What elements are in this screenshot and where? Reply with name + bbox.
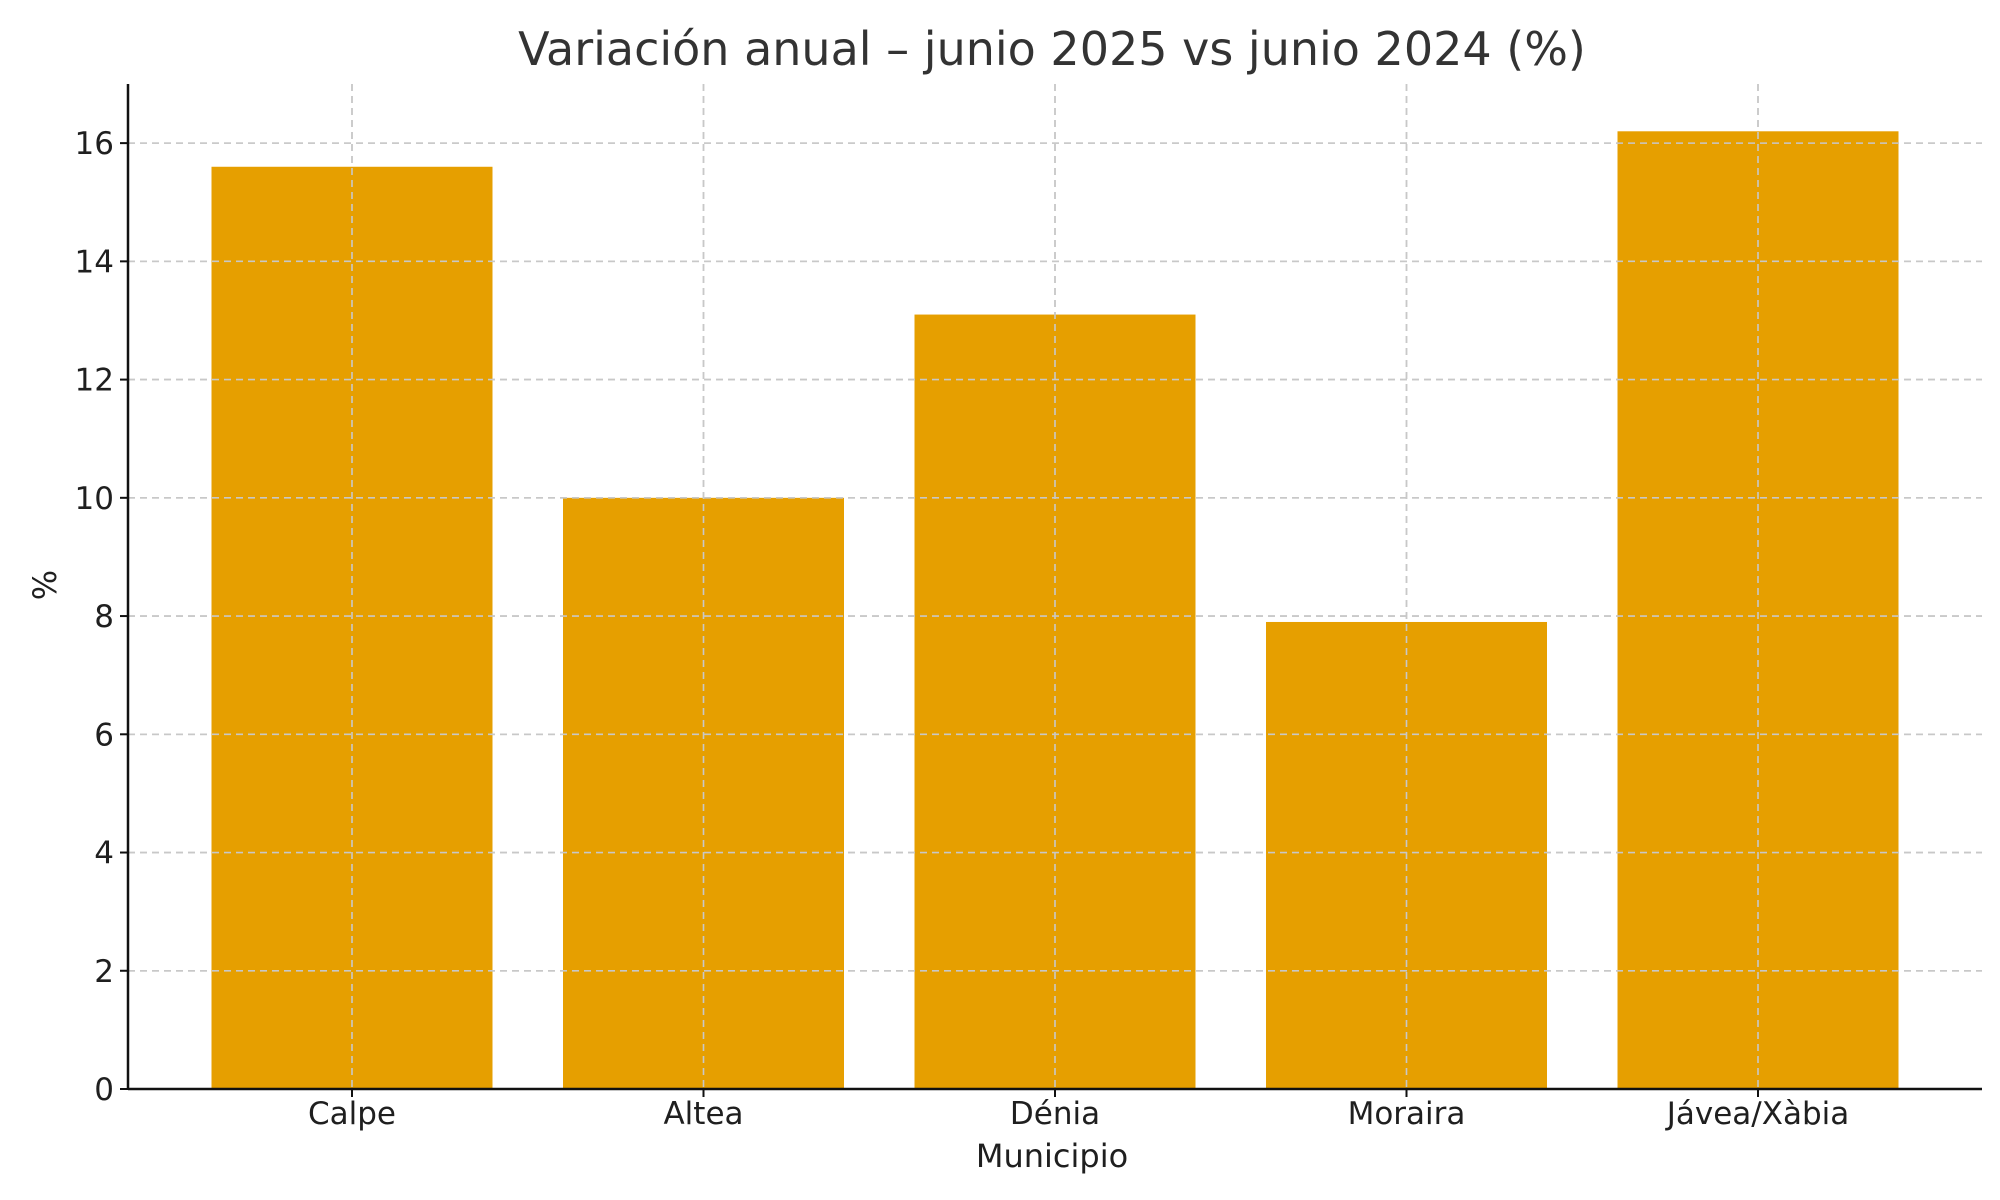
chart-title: Variación anual – junio 2025 vs junio 20… [518, 22, 1586, 76]
x-tick-label: Moraira [1348, 1096, 1466, 1132]
y-tick-label: 2 [94, 954, 114, 990]
x-tick-label: Calpe [308, 1096, 396, 1132]
y-tick-label: 10 [75, 481, 114, 517]
bar-j-vea-x-bia [1617, 131, 1899, 1089]
x-tick-label: Dénia [1010, 1096, 1100, 1132]
x-axis-label: Municipio [976, 1137, 1128, 1175]
y-axis-label: % [26, 570, 64, 600]
y-tick-label: 0 [94, 1072, 114, 1108]
y-tick-label: 8 [94, 599, 114, 635]
y-tick-label: 14 [75, 244, 114, 280]
bars [128, 84, 1982, 1090]
y-tick-label: 16 [75, 126, 114, 162]
x-tick-label: Jávea/Xàbia [1665, 1096, 1850, 1132]
tick-labels: 0 2 4 6 8 10 12 14 16 Calpe Altea Dénia Moraira Jávea… [75, 126, 1850, 1132]
x-tick-label: Altea [663, 1096, 743, 1132]
axes [120, 84, 1982, 1097]
y-tick-label: 6 [94, 717, 114, 753]
y-tick-label: 4 [94, 836, 114, 872]
y-tick-label: 12 [75, 363, 114, 399]
